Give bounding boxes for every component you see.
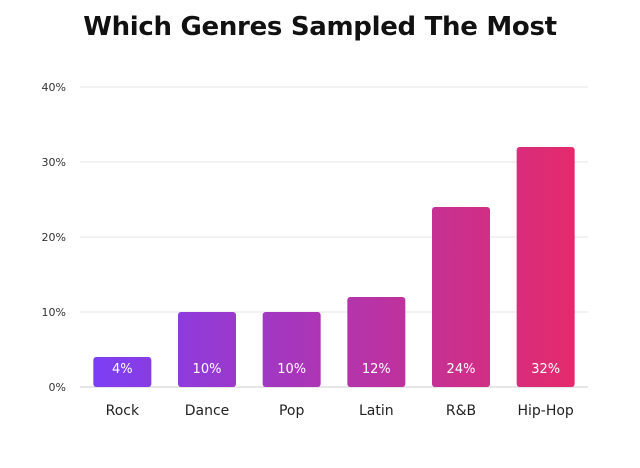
bar-value-label: 32% <box>531 362 560 377</box>
y-tick-label: 30% <box>42 156 66 169</box>
x-tick-label: Dance <box>185 403 230 419</box>
y-tick-label: 20% <box>42 231 66 244</box>
labels: 0% 10% 20% 30% 40% 4% Rock 10% Dance 10% Pop 12% Lat… <box>42 81 574 419</box>
x-tick-label: R&B <box>446 403 476 419</box>
bar <box>347 297 406 387</box>
bar <box>262 312 321 387</box>
y-tick-label: 0% <box>49 381 66 394</box>
bar-value-label: 24% <box>447 362 476 377</box>
y-tick-label: 10% <box>42 306 66 319</box>
x-tick-label: Rock <box>106 403 140 419</box>
bar-value-label: 4% <box>112 362 133 377</box>
x-tick-label: Hip-Hop <box>517 403 573 419</box>
bar <box>178 312 236 387</box>
x-tick-label: Pop <box>279 403 305 419</box>
x-tick-label: Latin <box>359 403 394 419</box>
bars <box>93 147 575 387</box>
bar <box>432 207 490 387</box>
bar-value-label: 10% <box>277 362 306 377</box>
bar-value-label: 12% <box>362 362 391 377</box>
gridlines <box>80 86 588 388</box>
bar <box>93 357 152 387</box>
chart-title: Which Genres Sampled The Most <box>83 12 557 42</box>
bar-value-label: 10% <box>193 362 222 377</box>
bar <box>516 147 575 387</box>
y-tick-label: 40% <box>42 81 66 94</box>
